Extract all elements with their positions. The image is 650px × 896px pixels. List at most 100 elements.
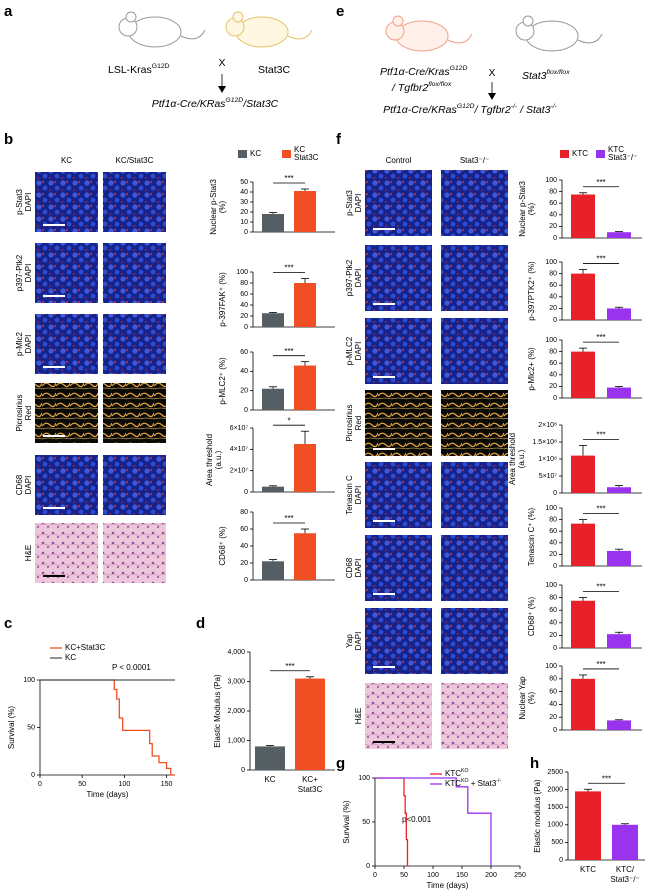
legend-label: KTC <box>608 145 624 154</box>
y-tick-label: 40 <box>549 620 557 627</box>
legend-label-part: + Stat3 <box>469 779 497 788</box>
y-tick-label: 0 <box>553 395 557 402</box>
y-axis-label: p-MLC2⁺ (%) <box>218 357 227 405</box>
offspring-genotype-part: /Stat3C <box>242 98 278 110</box>
offspring-genotype-part: -/- <box>550 103 557 110</box>
y-tick-label: 0 <box>241 767 245 774</box>
y-axis-label: Nuclear p-Stat3 <box>209 179 218 235</box>
column-header: KC <box>61 156 72 165</box>
survival-line <box>375 777 409 867</box>
bar <box>294 283 316 327</box>
bar <box>571 523 595 566</box>
micrograph <box>441 462 508 528</box>
y-axis-label: Survival (%) <box>7 706 16 749</box>
y-tick-label: 60 <box>240 349 248 356</box>
y-tick-label: 40 <box>240 543 248 550</box>
y-tick-label: 60 <box>549 282 557 289</box>
micrograph <box>103 243 166 303</box>
y-tick-label: 60 <box>240 291 248 298</box>
y-tick-label: 20 <box>549 223 557 230</box>
y-tick-label: 2500 <box>547 769 563 776</box>
micrograph <box>103 383 166 443</box>
panel-letter: h <box>530 755 539 772</box>
bar <box>571 273 595 320</box>
y-tick-label: 30 <box>240 199 248 206</box>
y-tick-label: 100 <box>545 177 557 184</box>
y-tick-label: 0 <box>31 772 35 779</box>
panel-letter: e <box>336 3 344 20</box>
x-tick-label: 0 <box>38 781 42 788</box>
legend-label: Stat3⁻/⁻ <box>608 153 637 162</box>
y-tick-label: 0 <box>559 857 563 864</box>
y-axis-label: (%) <box>527 691 536 704</box>
legend-label: KC <box>65 653 76 662</box>
x-tick-label: KC+ <box>302 775 318 784</box>
legend-label-part: KTC <box>445 769 461 778</box>
bar <box>294 533 316 580</box>
stain-label: DAPI <box>354 194 363 213</box>
y-axis-label: (%) <box>218 200 227 213</box>
mouse-illustration <box>515 15 603 52</box>
y-axis-label: Elastic Modulus (Pa) <box>213 674 222 748</box>
panel-letter: f <box>336 131 342 148</box>
legend-swatch <box>560 150 569 158</box>
bar <box>571 678 595 730</box>
y-tick-label: 40 <box>240 302 248 309</box>
offspring-genotype-part: / Tgfbr2 <box>474 104 511 116</box>
micrograph <box>365 170 432 236</box>
offspring-genotype-part: / Stat3 <box>517 104 550 116</box>
y-tick-label: 0 <box>553 563 557 570</box>
survival-line <box>40 679 175 776</box>
y-tick-label: 40 <box>549 701 557 708</box>
y-tick-label: 40 <box>549 212 557 219</box>
y-tick-label: 100 <box>358 775 370 782</box>
y-tick-label: 40 <box>549 294 557 301</box>
y-axis-label: p-397FAK⁺ (%) <box>218 272 227 327</box>
y-tick-label: 20 <box>240 388 248 395</box>
legend-swatch <box>238 150 247 158</box>
legend-label: KC <box>294 145 305 154</box>
y-axis-label: Nuclear p-Stat3 <box>518 181 527 237</box>
significance-label: *** <box>596 583 605 592</box>
significance-label: *** <box>284 514 293 523</box>
y-tick-label: 1.5×10⁸ <box>532 439 557 446</box>
micrograph <box>35 383 98 443</box>
y-tick-label: 100 <box>545 259 557 266</box>
significance-label: *** <box>284 174 293 183</box>
y-tick-label: 20 <box>549 551 557 558</box>
stain-label: H&E <box>354 708 363 724</box>
panel-letter: b <box>4 131 13 148</box>
offspring-genotype-part: G12D <box>457 103 475 110</box>
micrograph <box>441 318 508 384</box>
micrograph <box>103 523 166 583</box>
x-axis-label: Time (days) <box>87 790 129 799</box>
stain-label: DAPI <box>24 335 33 354</box>
bar <box>575 791 601 860</box>
micrograph <box>441 683 508 749</box>
micrograph <box>441 245 508 311</box>
mouse-illustration <box>225 11 313 48</box>
significance-label: *** <box>602 774 611 783</box>
genotype: Ptf1α-Cre/KrasG12D <box>380 65 467 77</box>
y-tick-label: 100 <box>545 505 557 512</box>
stain-label: CD68 <box>345 557 354 578</box>
cross-symbol: X <box>488 67 495 79</box>
bar <box>262 486 284 492</box>
y-tick-label: 0 <box>553 317 557 324</box>
y-tick-label: 40 <box>240 368 248 375</box>
y-axis-label: (%) <box>527 202 536 215</box>
x-tick-label: KTC/ <box>616 865 635 874</box>
annotation: P < 0.0001 <box>112 663 151 672</box>
genotype-part: G12D <box>152 63 170 70</box>
stain-label: DAPI <box>354 269 363 288</box>
legend-label-part: KO <box>461 768 469 774</box>
micrograph <box>441 170 508 236</box>
y-tick-label: 40 <box>549 372 557 379</box>
x-axis-label: Time (days) <box>427 881 469 890</box>
stain-label: DAPI <box>354 486 363 505</box>
y-axis-label: Nuclear Yap <box>518 676 527 720</box>
stain-label: p397-Ptk2 <box>15 254 24 291</box>
y-tick-label: 0 <box>244 324 248 331</box>
x-tick-label: Stat3C <box>298 785 323 794</box>
